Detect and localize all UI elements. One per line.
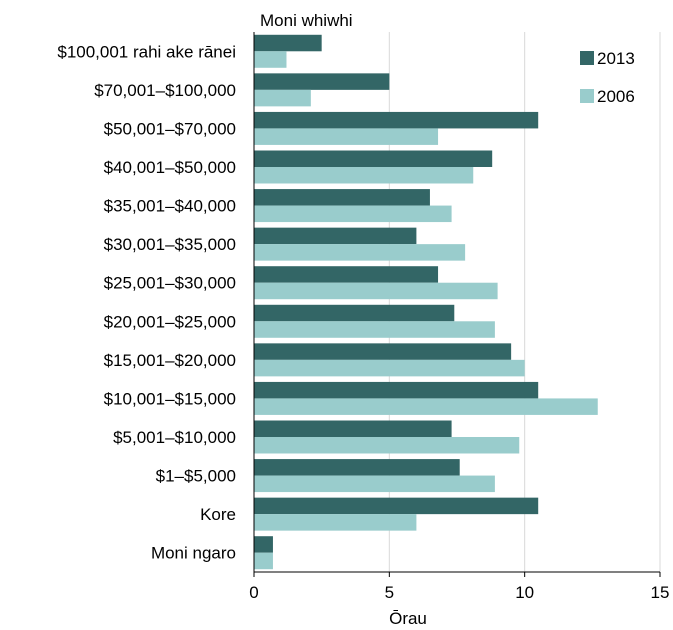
legend-label-2006: 2006: [597, 87, 635, 106]
bar-2006: [254, 244, 466, 261]
category-label: $40,001–$50,000: [104, 158, 236, 177]
bar-2013: [254, 34, 322, 52]
category-label: $5,001–$10,000: [113, 428, 236, 447]
x-axis-title: Ōrau: [389, 609, 427, 628]
category-label: $70,001–$100,000: [94, 81, 236, 100]
legend-label-2013: 2013: [597, 49, 635, 68]
bar-2006: [254, 359, 525, 377]
bar-2006: [254, 282, 498, 300]
bar-2006: [254, 437, 520, 454]
category-label: $10,001–$15,000: [104, 389, 236, 408]
bar-marks: [254, 34, 598, 570]
x-tick-label: 5: [385, 583, 394, 602]
x-tick-label: 0: [249, 583, 258, 602]
legend: 2013 2006: [580, 49, 635, 106]
legend-swatch-2006: [580, 89, 594, 103]
bar-2006: [254, 552, 273, 570]
x-tick-labels: 0 5 10 15: [249, 572, 669, 602]
bar-2006: [254, 398, 598, 415]
legend-swatch-2013: [580, 51, 594, 65]
category-label: Moni ngaro: [151, 544, 236, 563]
bar-2006: [254, 89, 311, 107]
bar-2013: [254, 459, 460, 476]
category-labels: $100,001 rahi ake rānei $70,001–$100,000 $…: [57, 42, 236, 562]
bar-2013: [254, 497, 539, 515]
bar-2013: [254, 381, 539, 399]
bar-2013: [254, 189, 430, 206]
category-label: $15,001–$20,000: [104, 351, 236, 370]
bar-2006: [254, 514, 417, 531]
bar-2006: [254, 51, 287, 68]
x-tick-label: 15: [651, 583, 670, 602]
bar-2013: [254, 111, 539, 129]
bar-2013: [254, 73, 390, 90]
category-label: $1–$5,000: [156, 467, 236, 486]
bar-2006: [254, 475, 495, 493]
category-label: $30,001–$35,000: [104, 235, 236, 254]
bar-2013: [254, 227, 417, 245]
bar-2006: [254, 321, 495, 338]
category-label: Kore: [200, 505, 236, 524]
y-axis-title: Moni whiwhi: [260, 11, 353, 30]
bar-2013: [254, 150, 493, 167]
bar-2013: [254, 304, 455, 322]
bar-2013: [254, 343, 512, 360]
category-label: $35,001–$40,000: [104, 197, 236, 216]
category-label: $50,001–$70,000: [104, 119, 236, 138]
bar-2006: [254, 128, 439, 145]
x-tick-label: 10: [515, 583, 534, 602]
category-label: $100,001 rahi ake rānei: [57, 42, 236, 61]
category-label: $25,001–$30,000: [104, 274, 236, 293]
bar-2013: [254, 420, 452, 437]
bar-2006: [254, 205, 452, 223]
bar-2013: [254, 266, 439, 283]
category-label: $20,001–$25,000: [104, 312, 236, 331]
bar-2006: [254, 167, 474, 184]
bar-2013: [254, 536, 273, 553]
